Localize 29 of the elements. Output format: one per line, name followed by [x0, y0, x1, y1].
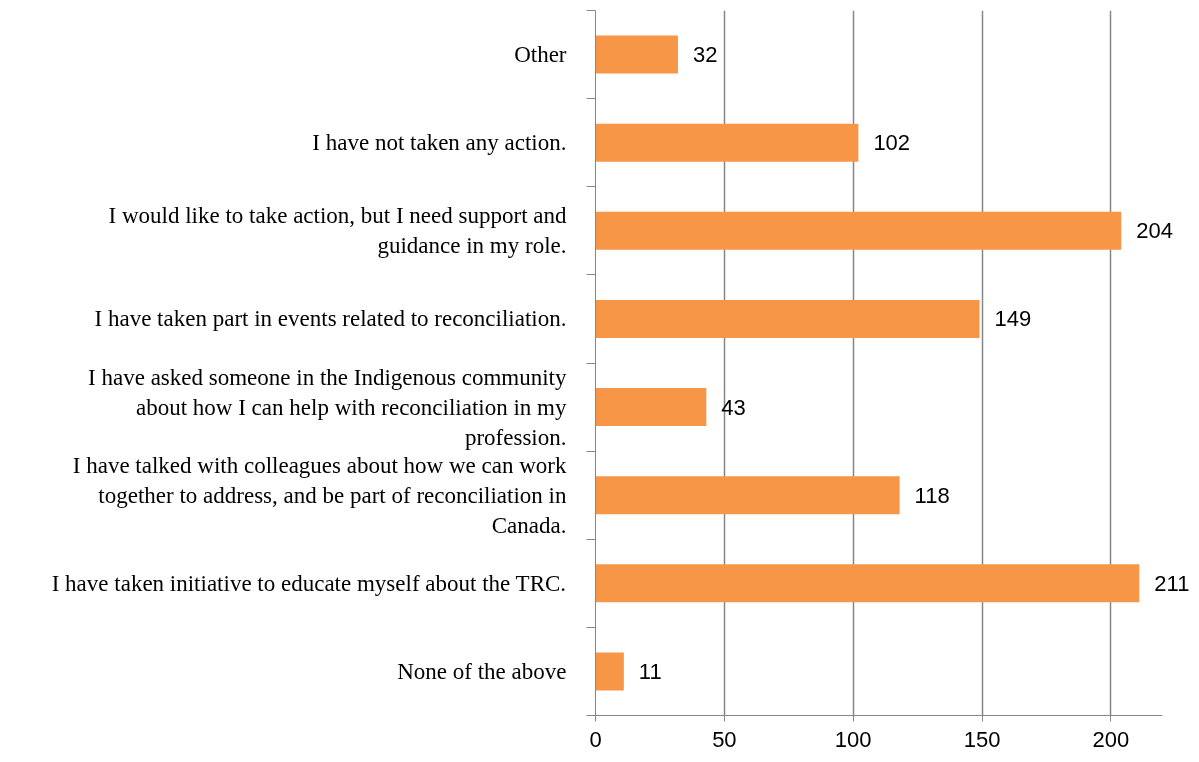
bar: [595, 211, 1122, 250]
data-label: 118: [914, 482, 950, 508]
data-label: 204: [1136, 218, 1173, 244]
y-tick-label: I have taken initiative to educate myself about the TRC.: [51, 570, 567, 596]
y-tick-label: Other: [514, 42, 567, 68]
y-tick-label: I would like to take action, but I need support and guidance in my role.: [108, 203, 567, 259]
data-label: 43: [721, 394, 746, 420]
x-tick-label: 200: [1092, 726, 1130, 752]
data-label: 32: [692, 42, 718, 68]
bar: [595, 476, 900, 515]
data-label: 11: [638, 658, 662, 684]
bar: [595, 564, 1140, 603]
x-tick-label: 150: [963, 726, 1001, 752]
x-tick-label: 100: [834, 726, 872, 752]
data-label: 149: [994, 306, 1032, 332]
data-label: 211: [1154, 570, 1190, 596]
bar: [595, 299, 980, 338]
y-tick-label: I have talked with colleagues about how we can work together to address, and be part of reconciliation in Canada.: [72, 452, 567, 538]
y-tick-label: I have not taken any action.: [312, 130, 567, 156]
y-tick-label: I have taken part in events related to reconciliation.: [94, 306, 567, 332]
data-label: 102: [873, 130, 911, 156]
x-tick-label: 50: [712, 726, 737, 752]
y-tick-label: I have asked someone in the Indigenous community about how I can help with reconciliation in my profession.: [88, 364, 567, 450]
bar: [595, 652, 624, 691]
bar: [595, 35, 678, 74]
x-tick-label: 0: [589, 726, 602, 752]
bar: [595, 388, 707, 427]
bar: [595, 123, 859, 162]
y-tick-label: None of the above: [397, 658, 567, 684]
